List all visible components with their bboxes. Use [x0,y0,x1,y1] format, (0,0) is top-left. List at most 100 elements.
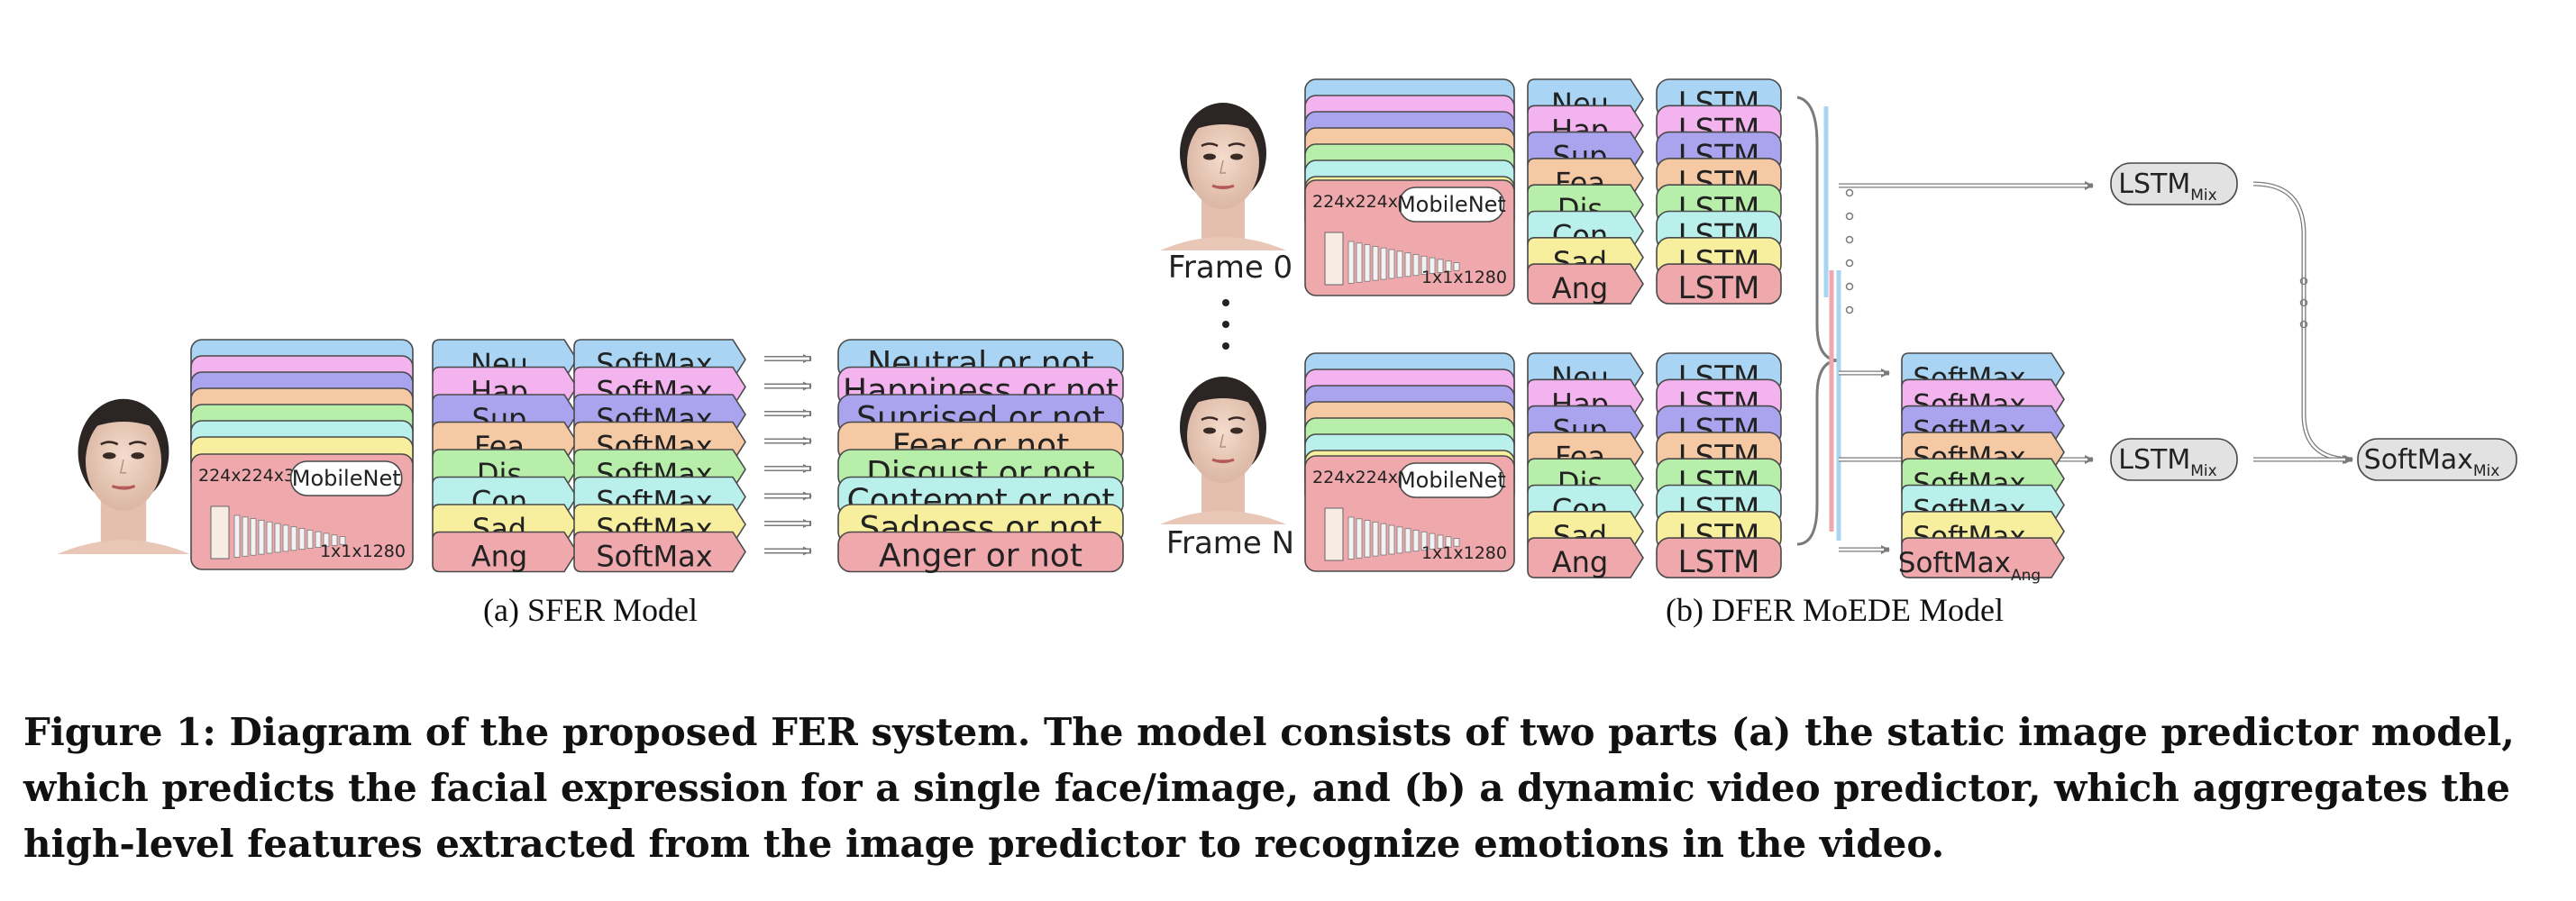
brace-dot [1845,282,1854,291]
cnn-layer [298,528,306,551]
dfer-softmax-label: SoftMaxAng [1898,547,2041,585]
fer-system-diagram: 224x224x3MobileNet1x1x1280NeuHapSupFeaDi… [57,78,2517,585]
brace-dot [1845,235,1854,244]
ellipsis-dot [1222,321,1229,328]
dfer-frame0-mobilenet-badge [1398,187,1505,223]
sfer-output-label: Anger or not [879,538,1082,575]
eye [131,452,145,460]
hair-fringe [83,409,164,432]
cnn-layer [1453,262,1460,271]
nose [1219,159,1226,174]
lstm-mix-box-n [2110,438,2238,481]
diagram-blocks: 224x224x3MobileNet1x1x1280NeuHapSupFeaDi… [57,78,2517,585]
eye [1203,427,1216,434]
dfer-frame0-mobilenet-label: MobileNet [1397,192,1506,217]
sfer-feature-size: 1x1x1280 [320,542,406,561]
cnn-layer [242,516,249,557]
eye [1230,427,1243,434]
sfer-mobilenet-badge [289,460,403,496]
cnn-layer [1445,536,1452,548]
cnn-layer [274,523,281,553]
shoulders [1160,511,1286,524]
mix-dot [2299,277,2308,286]
eye [1230,153,1243,160]
sfer-emotion-tag [432,531,578,573]
cnn-layer [1372,246,1379,281]
sfer-output-box [837,531,1124,573]
dfer-frame0-emotion-label: Ang [1552,271,1608,305]
sfer-caption: (a) SFER Model [483,592,698,628]
cnn-layer [1372,522,1379,557]
shoulders [57,540,190,554]
brace-dot [1845,188,1854,197]
cnn-layer [306,529,314,550]
lstm-mix-box-0 [2110,162,2238,205]
cnn-layer [233,514,241,558]
cnn-layer [1356,242,1363,283]
frame0-label: Frame 0 [1168,250,1293,286]
eye [102,452,116,460]
softmax-mix-box [2357,438,2517,481]
cnn-layer [331,534,338,546]
cnn-layer [266,521,273,554]
frameN-label: Frame N [1166,525,1294,561]
cnn-layer [1445,260,1452,272]
cnn-layer [1420,255,1428,276]
dfer-frameN-mobilenet-label: MobileNet [1397,468,1506,493]
frame0-face-icon [1160,103,1286,250]
dfer-frame0-input-size: 224x224x3 [1312,192,1409,212]
brow [128,441,147,446]
hair-fringe [1185,387,1261,407]
cnn-layer [339,536,346,545]
cnn-layer [1412,254,1420,277]
cnn-layer [315,531,322,548]
shoulders [1160,237,1286,250]
dfer-frameN-lstm-label: LSTM [1678,544,1760,580]
cnn-layer [1388,249,1395,279]
brace-dot [1845,212,1854,221]
mix-bracket-inner [2252,182,2353,461]
brow [1201,416,1219,422]
sfer-face-icon [57,398,190,554]
cnn-layer [1404,528,1411,553]
dfer-frame0-emotion-tag [1527,263,1644,305]
cnn-layer [1420,531,1428,551]
mix-dot [2299,320,2308,329]
ellipsis-dot [1222,342,1229,350]
cnn-layer [1437,534,1444,549]
cnn-layer [1388,524,1395,555]
cnn-layer [1412,530,1420,552]
brow [1228,416,1246,422]
sfer-softmax-label: SoftMax [596,540,712,574]
cnn-layer [1437,259,1444,273]
brace-dot [1845,259,1854,268]
nose [119,459,127,474]
cnn-layer [1396,526,1403,554]
mouth [1211,458,1235,463]
dfer-frame0-feature-size: 1x1x1280 [1421,268,1507,287]
brace-stripe-blue [1823,106,1841,541]
cnn-layer [1347,516,1355,560]
sfer-input-size: 224x224x3 [198,466,295,486]
sfer-softmax-tag [573,531,746,573]
dfer-softmax-tag [1901,537,2065,578]
cnn-layer [1364,244,1371,282]
cnn-layer [1380,247,1387,280]
dfer-frameN-emotion-label: Ang [1552,545,1608,579]
cnn-layer [1356,518,1363,559]
dfer-caption: (b) DFER MoEDE Model [1666,592,2004,628]
cnn-layer [1404,252,1411,278]
cnn-layer [1380,523,1387,556]
cnn-layer [1453,538,1460,547]
face-thumbnail [210,505,230,560]
hair-fringe [1185,113,1261,133]
eye [1203,153,1216,160]
mouth [111,484,136,490]
face-thumbnail [1324,232,1344,286]
dfer-frame0-lstm-label: LSTM [1678,270,1760,306]
mouth [1211,184,1235,189]
dfer-frameN-feature-size: 1x1x1280 [1421,543,1507,563]
mix-dot [2299,298,2308,307]
dfer-frameN-mobilenet-badge [1398,462,1505,498]
sfer-emotion-label: Ang [471,540,527,574]
